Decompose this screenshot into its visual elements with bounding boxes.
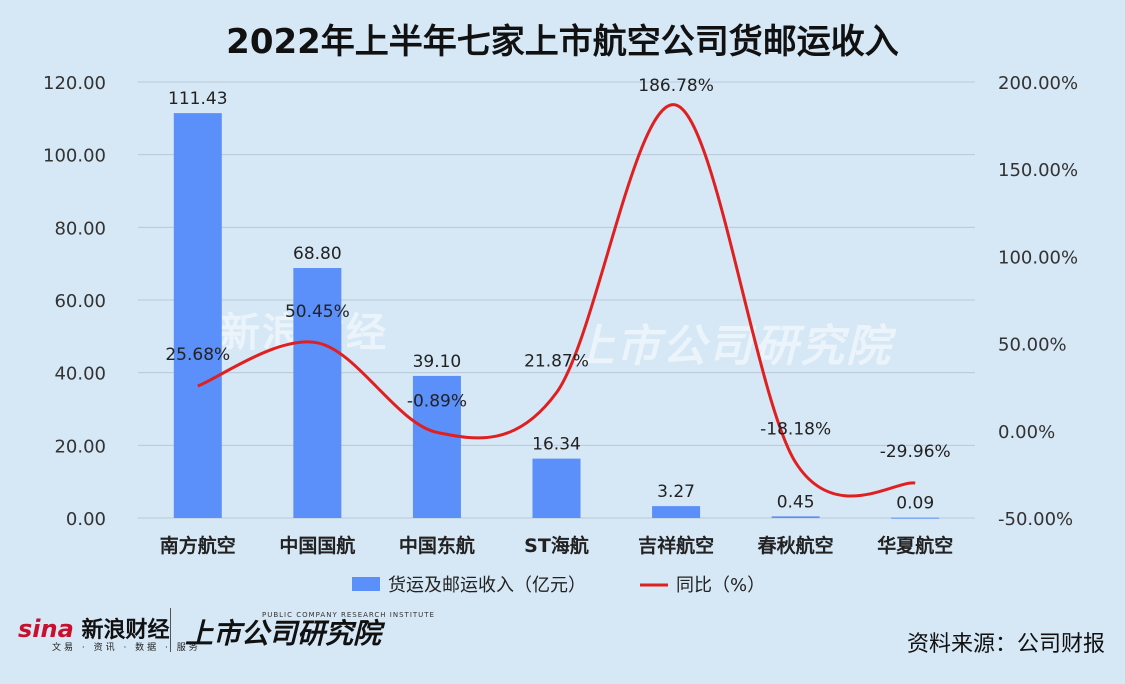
bar-value-label: 16.34 [532,435,581,455]
line-value-label: -29.96% [880,442,951,462]
x-category-label: 华夏航空 [877,534,953,557]
line-value-label: 25.68% [165,345,230,365]
y-left-tick-label: 0.00 [66,509,106,530]
sina-logo-text: 新浪财经 [81,618,170,643]
source-note: 资料来源：公司财报 [906,632,1105,657]
legend-line-label: 同比（%） [676,575,765,596]
footer-sina-logo: sina 新浪财经 [18,612,169,644]
sina-sub-text: 文易 · 资讯 · 数据 · 服务 [52,643,201,653]
y-left-tick-label: 20.00 [54,436,106,457]
y-left-tick-label: 100.00 [43,146,106,167]
y-left-tick-label: 120.00 [43,73,106,94]
legend-bar-label: 货运及邮运收入（亿元） [388,575,586,596]
yoy-line [197,103,916,498]
y-right-tick-label: 0.00% [998,422,1055,443]
legend-bar-swatch [352,577,380,591]
x-category-label: 中国国航 [279,534,355,557]
x-category-label: 南方航空 [160,534,236,557]
chart-title: 2022年上半年七家上市航空公司货邮运收入 [226,22,899,62]
bar [173,113,222,518]
bar [293,268,342,518]
y-right-tick-label: 100.00% [998,247,1078,268]
footer-divider [170,608,171,652]
line-value-label: -18.18% [760,420,831,440]
research-watermark: 上市公司研究院 [570,321,892,372]
line-value-label: 186.78% [638,76,714,96]
chart-svg: 0.00 20.00 40.00 60.00 80.00 100.00 120.00 -50.… [43,73,1078,596]
research-sub-text: PUBLIC COMPANY RESEARCH INSTITUTE [262,611,435,619]
y-right-tick-label: 200.00% [998,73,1078,94]
y-right-tick-label: -50.00% [998,509,1073,530]
footer-research-logo: 上市公司研究院 [185,617,382,650]
line-value-label: 50.45% [285,302,350,322]
y-left-tick-label: 40.00 [54,364,106,385]
bar-value-label: 0.09 [896,494,934,514]
bar [771,516,820,518]
bar [652,506,701,518]
x-category-label: 中国东航 [399,534,475,557]
bar-value-label: 111.43 [168,89,227,109]
bar [891,517,940,519]
line-value-label: -0.89% [407,391,467,411]
y-left-tick-label: 60.00 [54,291,106,312]
x-category-label: 春秋航空 [758,534,834,557]
x-category-label: ST海航 [524,534,589,557]
bar-value-label: 68.80 [293,244,342,264]
bar-value-label: 0.45 [777,492,815,512]
line-value-label: 21.87% [524,352,589,372]
sina-logo-mark: sina [18,615,74,643]
y-right-tick-label: 50.00% [998,335,1067,356]
bar [412,375,461,518]
x-category-label: 吉祥航空 [638,534,714,557]
bar-value-label: 3.27 [657,482,695,502]
y-right-tick-label: 150.00% [998,160,1078,181]
bar [532,458,581,518]
y-left-tick-label: 80.00 [54,218,106,239]
bar-value-label: 39.10 [413,352,462,372]
